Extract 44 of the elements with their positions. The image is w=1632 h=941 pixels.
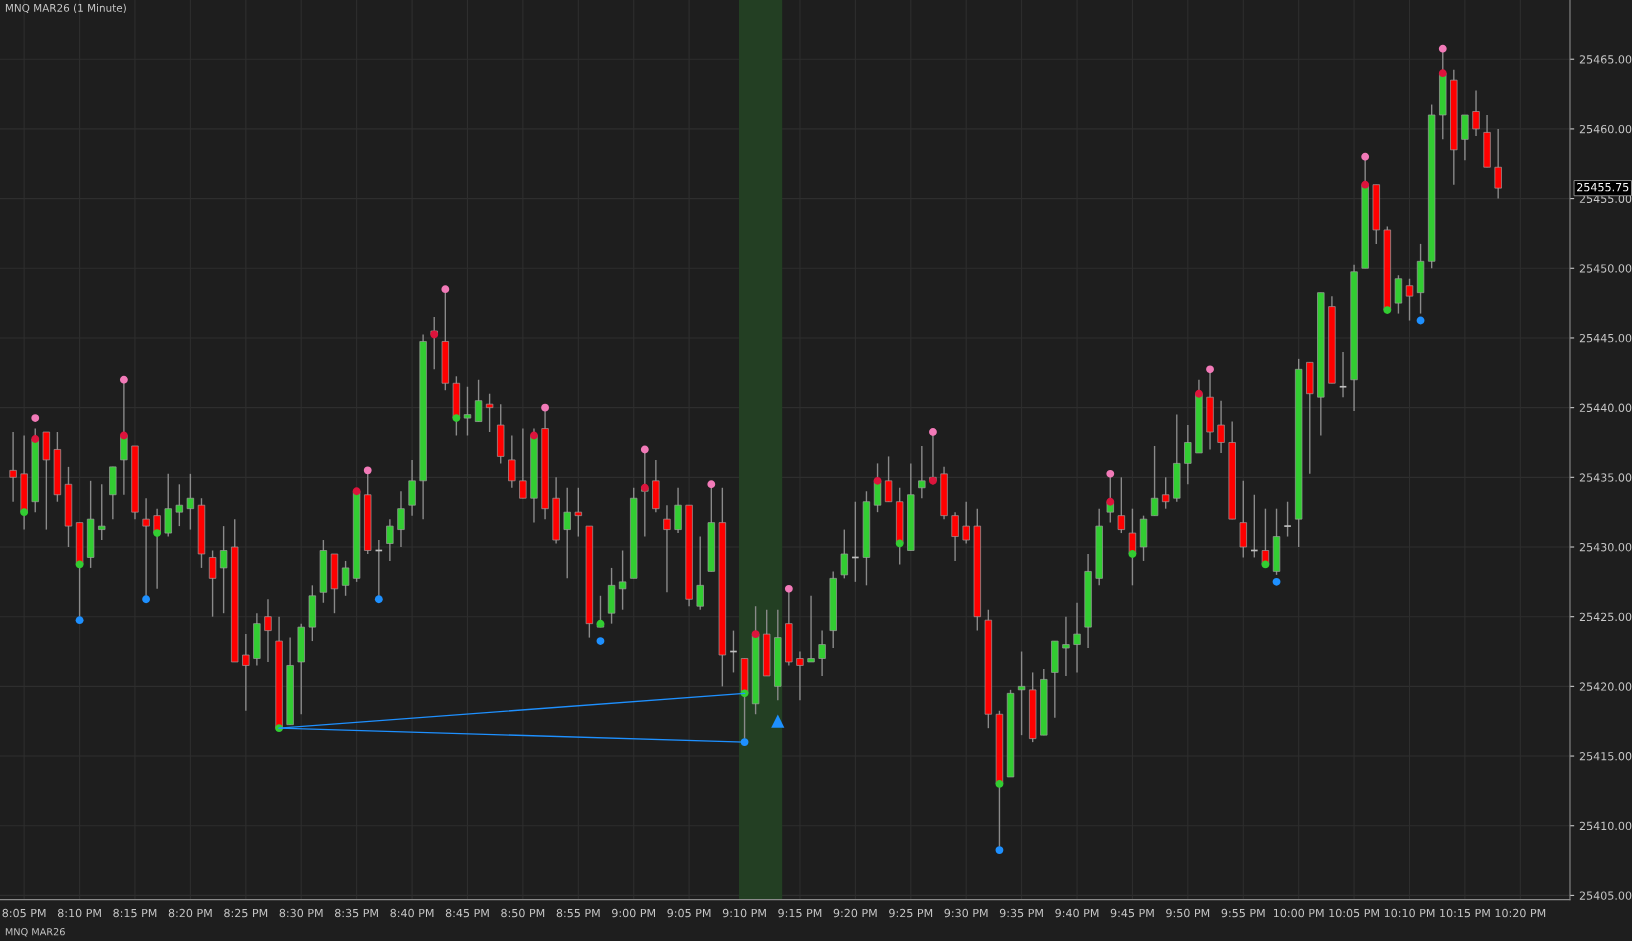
x-tick-label: 10:15 PM — [1440, 908, 1490, 918]
x-tick-label: 9:15 PM — [778, 908, 822, 918]
y-tick-label: 25435.00 — [1579, 473, 1632, 482]
text: MNQ MAR26 — [5, 928, 65, 937]
y-tick-label: 25450.00 — [1579, 264, 1632, 273]
x-tick-label: 9:40 PM — [1055, 908, 1099, 918]
y-tick-label: 25425.00 — [1579, 612, 1632, 622]
x-tick-label: 9:55 PM — [1221, 908, 1265, 918]
chart-title: MNQ MAR26 (1 Minute) — [5, 3, 126, 14]
x-tick-label: 8:15 PM — [113, 908, 157, 918]
x-tick-label: 8:45 PM — [445, 908, 489, 918]
x-tick-label: 9:25 PM — [889, 908, 933, 918]
x-tick-label: 10:00 PM — [1273, 908, 1324, 918]
x-tick-label: 9:30 PM — [944, 908, 988, 918]
y-tick-label: 25420.00 — [1579, 682, 1632, 691]
y-tick-label: 25430.00 — [1579, 542, 1632, 552]
x-tick-label: 8:05 PM — [2, 908, 46, 918]
y-tick-label: 25415.00 — [1579, 752, 1632, 761]
x-tick-label: 9:50 PM — [1166, 908, 1210, 918]
y-tick-label: 25455.00 — [1579, 194, 1632, 203]
x-tick-label: 8:50 PM — [501, 908, 545, 918]
y-tick-label: 25445.00 — [1579, 333, 1632, 343]
x-tick-label: 8:55 PM — [556, 908, 600, 918]
x-tick-label: 9:35 PM — [999, 908, 1043, 918]
x-tick-label: 10:10 PM — [1384, 908, 1435, 918]
y-tick-label: 25405.00 — [1579, 891, 1632, 900]
y-tick-label: 25410.00 — [1579, 821, 1632, 831]
x-tick-label: 9:20 PM — [833, 908, 877, 918]
x-tick-label: 9:10 PM — [722, 908, 766, 918]
x-tick-label: 8:10 PM — [57, 908, 101, 918]
x-tick-label: 10:05 PM — [1329, 908, 1379, 918]
x-tick-label: 10:20 PM — [1495, 908, 1546, 918]
x-tick-label: 9:05 PM — [667, 908, 711, 918]
x-tick-label: 8:25 PM — [224, 908, 268, 918]
y-tick-label: 25465.00 — [1579, 55, 1632, 64]
y-tick-label: 25440.00 — [1579, 403, 1632, 413]
y-tick-label: 25460.00 — [1579, 124, 1632, 134]
x-tick-label: 9:00 PM — [612, 908, 656, 918]
x-tick-label: 8:20 PM — [168, 908, 212, 918]
x-tick-label: 8:30 PM — [279, 908, 323, 918]
text: 25455.75 — [1577, 182, 1629, 192]
x-tick-label: 9:45 PM — [1110, 908, 1154, 918]
x-tick-label: 8:35 PM — [334, 908, 378, 918]
x-tick-label: 8:40 PM — [390, 908, 434, 918]
